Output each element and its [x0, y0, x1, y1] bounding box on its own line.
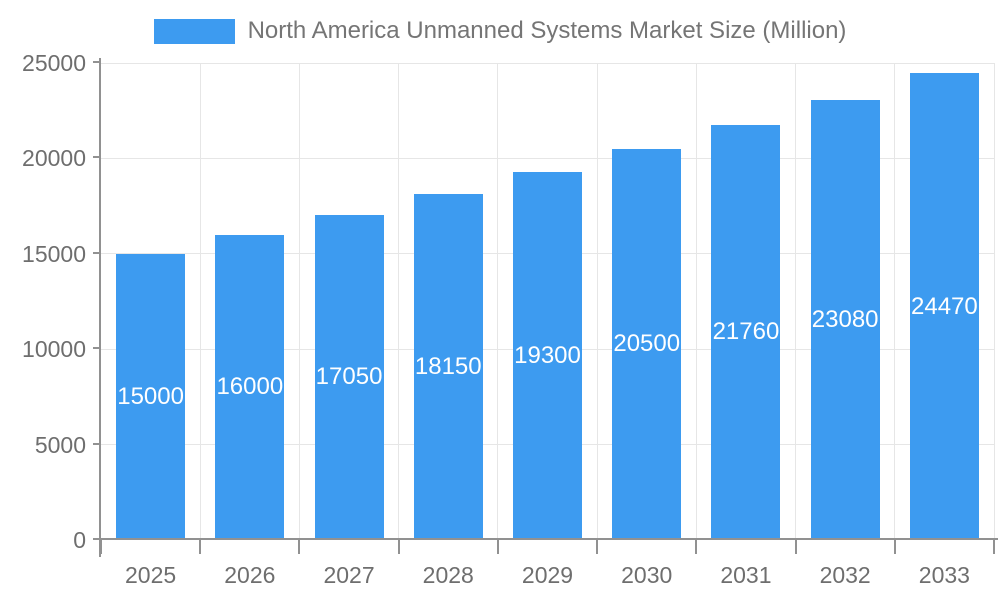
v-gridline: [298, 63, 300, 540]
bar-2027: [314, 214, 384, 540]
bar-value-label: 16000: [216, 373, 284, 401]
x-tick-label: 2031: [720, 562, 772, 588]
v-gridline: [993, 63, 995, 540]
y-tick: [93, 61, 101, 63]
x-tick-label: 2027: [323, 562, 375, 588]
y-axis-line: [99, 58, 101, 557]
bar-2025: [116, 253, 186, 540]
bar-2029: [513, 171, 582, 540]
legend-label: North America Unmanned Systems Market Si…: [247, 17, 847, 44]
y-tick: [93, 156, 101, 159]
x-tick: [893, 540, 896, 554]
v-gridline: [795, 63, 797, 540]
bar-2028: [413, 193, 483, 540]
x-tick-label: 2026: [224, 562, 276, 588]
x-tick-label: 2025: [125, 562, 177, 588]
y-tick-label: 10000: [22, 336, 86, 363]
v-gridline: [596, 63, 598, 540]
x-tick-label: 2030: [621, 562, 673, 588]
bar-2031: [711, 124, 781, 540]
y-tick: [93, 442, 101, 445]
bar-2026: [215, 234, 285, 540]
bar-value-label: 15000: [117, 382, 184, 410]
bar-value-label: 20500: [613, 330, 681, 358]
chart-legend[interactable]: North America Unmanned Systems Market Si…: [0, 17, 1000, 45]
x-tick-label: 2029: [521, 562, 574, 588]
x-tick: [794, 540, 797, 554]
y-tick-label: 15000: [22, 240, 86, 267]
bar-2033: [909, 73, 979, 540]
bar-value-label: 21760: [712, 318, 780, 346]
y-tick-label: 20000: [22, 145, 86, 172]
y-tick-label: 5000: [34, 431, 86, 458]
x-tick: [397, 540, 400, 554]
y-tick-label: 0: [73, 527, 86, 553]
v-gridline: [398, 63, 400, 540]
bar-value-label: 19300: [514, 341, 581, 369]
v-gridline: [497, 63, 499, 540]
bar-value-label: 18150: [414, 352, 482, 380]
y-tick: [93, 538, 101, 540]
x-tick: [100, 540, 102, 554]
x-tick: [993, 540, 995, 554]
x-tick: [496, 540, 499, 554]
legend-swatch-icon: [153, 18, 235, 44]
y-tick: [93, 251, 101, 254]
v-gridline: [894, 63, 896, 540]
x-tick: [298, 540, 301, 554]
bar-value-label: 17050: [315, 363, 383, 391]
bar-2030: [612, 148, 682, 540]
y-tick-label: 25000: [22, 50, 86, 76]
x-tick-label: 2033: [918, 562, 970, 588]
bar-value-label: 23080: [811, 305, 879, 333]
x-tick: [596, 540, 599, 554]
bar-value-label: 24470: [911, 292, 978, 320]
y-tick: [93, 347, 101, 350]
x-tick: [199, 540, 202, 554]
h-gridline: [101, 157, 994, 159]
v-gridline: [199, 63, 201, 540]
v-gridline: [695, 63, 697, 540]
x-axis-line: [93, 538, 998, 540]
x-tick-label: 2032: [819, 562, 871, 588]
bar-2032: [810, 99, 880, 540]
h-gridline: [101, 62, 994, 64]
x-tick: [695, 540, 698, 554]
x-tick-label: 2028: [422, 562, 474, 588]
